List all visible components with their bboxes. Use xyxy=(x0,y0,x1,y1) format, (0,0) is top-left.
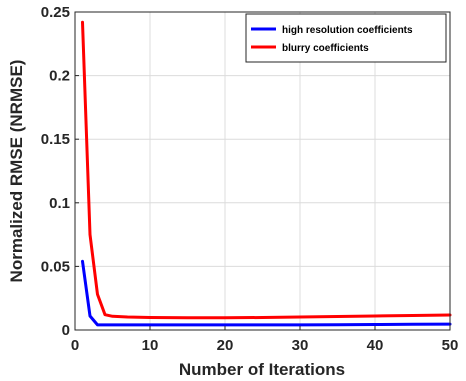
x-tick-label: 40 xyxy=(367,337,384,354)
plot-frame xyxy=(74,11,451,331)
plot-area xyxy=(75,12,450,330)
legend: high resolution coefficients blurry coef… xyxy=(245,13,447,63)
y-tick-label: 0.1 xyxy=(49,195,70,212)
x-tick-label: 0 xyxy=(71,337,79,354)
y-tick-label: 0.15 xyxy=(41,131,70,148)
axis-ticks: 0 10 20 30 40 50 0 0.05 0.1 0.15 0.2 0.25 xyxy=(41,4,459,354)
y-tick-label: 0.2 xyxy=(49,68,70,85)
y-tick-label: 0 xyxy=(62,322,70,339)
series-lines xyxy=(81,20,452,327)
x-tick-label: 50 xyxy=(442,337,459,354)
x-tick-label: 20 xyxy=(217,337,234,354)
series-line-blurry xyxy=(81,20,452,320)
series-line-high-resolution xyxy=(81,259,452,327)
x-tick-label: 30 xyxy=(292,337,309,354)
legend-label-high-resolution: high resolution coefficients xyxy=(282,25,413,36)
grid-lines xyxy=(74,11,451,331)
y-tick-label: 0.05 xyxy=(41,258,70,275)
x-tick-label: 10 xyxy=(142,337,159,354)
y-axis-label: Normalized RMSE (NRMSE) xyxy=(7,60,26,283)
legend-label-blurry: blurry coefficients xyxy=(282,43,369,54)
legend-box xyxy=(245,13,447,63)
x-axis-label: Number of Iterations xyxy=(179,360,345,379)
y-tick-label: 0.25 xyxy=(41,4,70,21)
